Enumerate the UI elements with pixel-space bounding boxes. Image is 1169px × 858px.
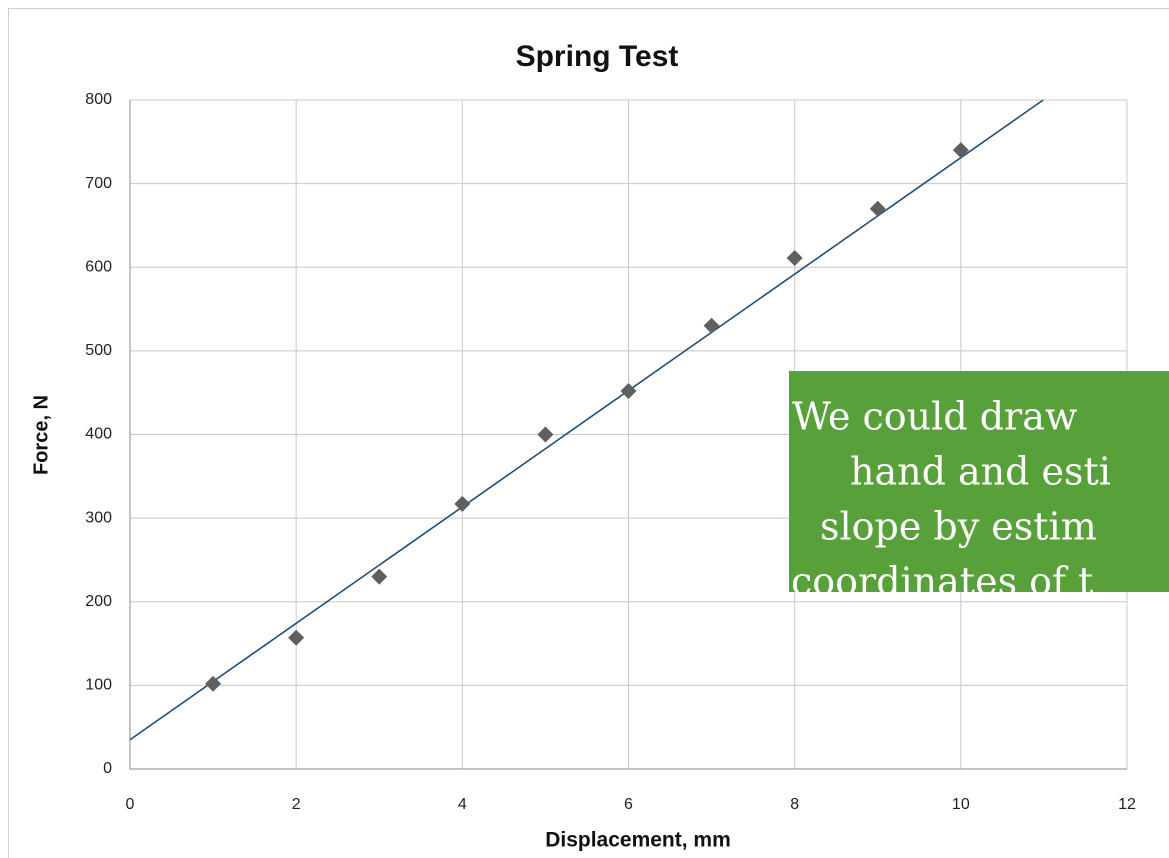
data-point: [288, 629, 305, 646]
annotation-text: coordinates of t: [791, 560, 1093, 604]
data-point: [703, 317, 720, 334]
y-tick-label: 500: [85, 342, 112, 359]
data-point: [371, 568, 388, 585]
chart-title: Spring Test: [516, 40, 679, 73]
y-tick-label: 700: [85, 175, 112, 192]
annotation-text: slope by estim: [820, 505, 1097, 549]
x-tick-label: 10: [952, 796, 970, 813]
y-axis-label: Force, N: [30, 395, 52, 475]
y-tick-label: 100: [85, 677, 112, 694]
x-tick-label: 4: [458, 796, 467, 813]
y-tick-label: 300: [85, 509, 112, 526]
y-tick-label: 600: [85, 258, 112, 275]
data-point: [205, 675, 222, 692]
x-tick-label: 2: [292, 796, 301, 813]
y-tick-label: 0: [103, 760, 112, 777]
annotation-box: [789, 371, 1169, 592]
x-tick-label: 0: [126, 796, 135, 813]
trend-line: [129, 99, 1044, 741]
data-point: [537, 426, 554, 443]
x-tick-label: 8: [790, 796, 799, 813]
annotation-text: We could draw: [792, 395, 1078, 439]
y-tick-label: 800: [85, 91, 112, 108]
y-tick-label: 400: [85, 426, 112, 443]
chart-frame: [8, 8, 1169, 858]
data-point: [454, 495, 471, 512]
annotation-text: hand and esti: [850, 450, 1111, 494]
x-tick-label: 6: [624, 796, 633, 813]
x-axis-label: Displacement, mm: [545, 829, 731, 852]
y-tick-label: 200: [85, 593, 112, 610]
data-point: [620, 383, 637, 400]
data-point: [786, 250, 803, 267]
data-point: [952, 142, 969, 159]
x-tick-label: 12: [1118, 796, 1136, 813]
data-point: [869, 200, 886, 217]
